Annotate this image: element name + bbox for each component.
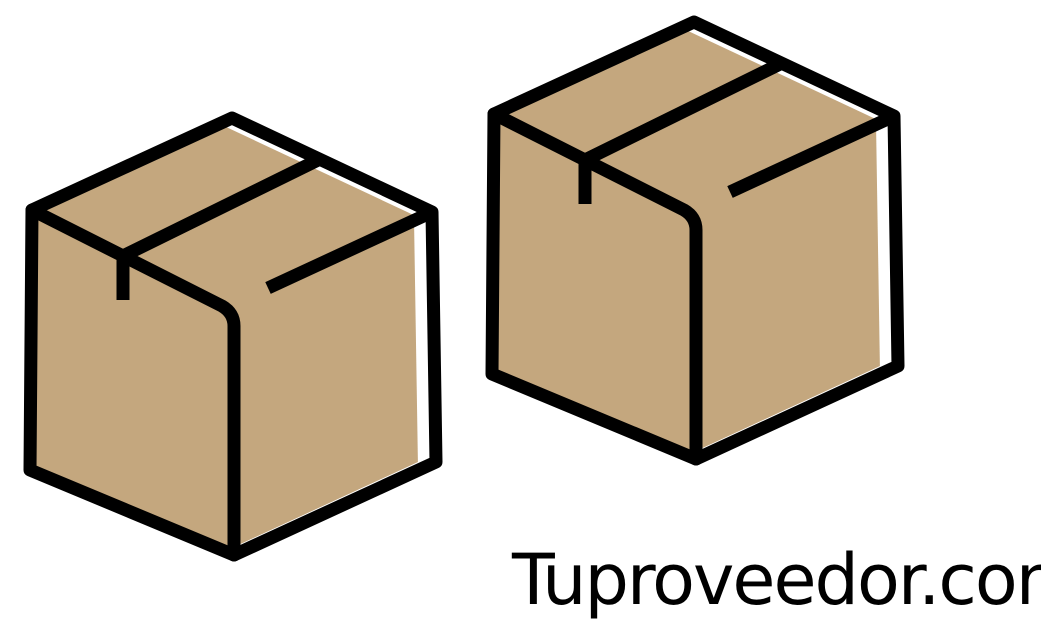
brand-name: Tuproveedor.com	[512, 539, 1041, 621]
cardboard-box-icon	[492, 22, 898, 459]
cardboard-box-icon	[30, 118, 436, 555]
